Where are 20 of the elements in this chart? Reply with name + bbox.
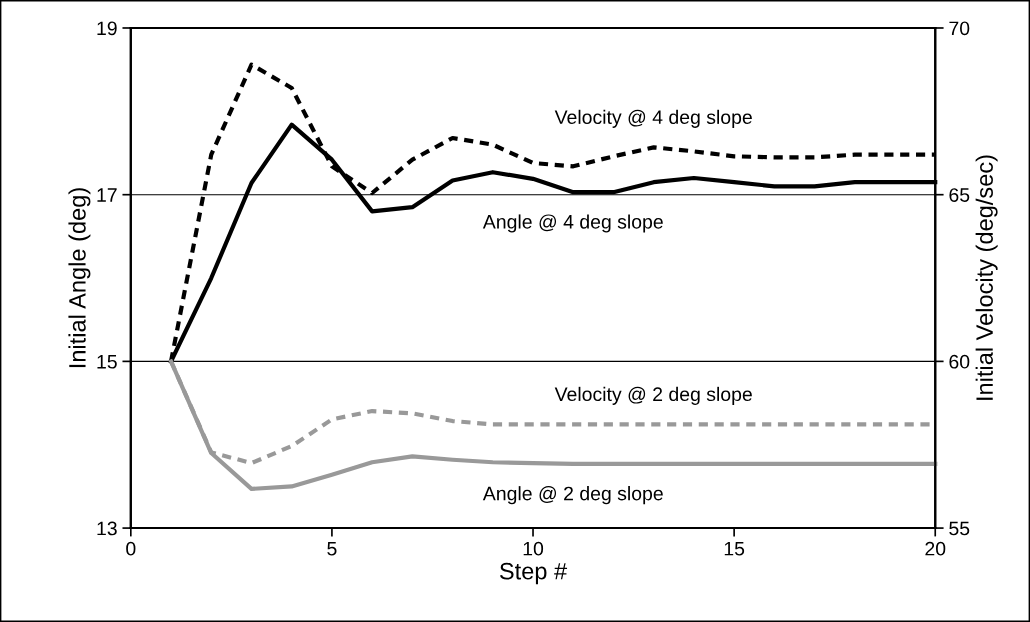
x-tick-label: 0 xyxy=(126,541,136,556)
x-axis-title: Step # xyxy=(499,562,568,585)
x-tick-label: 15 xyxy=(724,541,745,556)
series-label: Angle @ 2 deg slope xyxy=(482,486,663,505)
series-label: Angle @ 4 deg slope xyxy=(482,214,663,233)
y-tick-label: 13 xyxy=(97,521,117,536)
y-axis-title: Initial Angle (deg) xyxy=(68,188,91,368)
y-tick-label: 19 xyxy=(97,21,117,36)
y2-axis-title: Initial Velocity (deg/sec) xyxy=(975,155,998,400)
y2-tick-label: 60 xyxy=(949,354,970,369)
series-label: Velocity @ 4 deg slope xyxy=(554,109,752,128)
y-tick-label: 17 xyxy=(97,188,117,202)
y2-tick-label: 70 xyxy=(949,21,970,36)
y2-tick-label: 55 xyxy=(949,521,970,536)
x-tick-label: 5 xyxy=(327,541,337,556)
y-tick-label: 15 xyxy=(97,355,117,369)
series-label: Velocity @ 2 deg slope xyxy=(554,386,752,405)
x-tick-label: 20 xyxy=(925,541,946,556)
y2-tick-label: 65 xyxy=(949,188,970,202)
x-tick-label: 10 xyxy=(523,541,544,556)
